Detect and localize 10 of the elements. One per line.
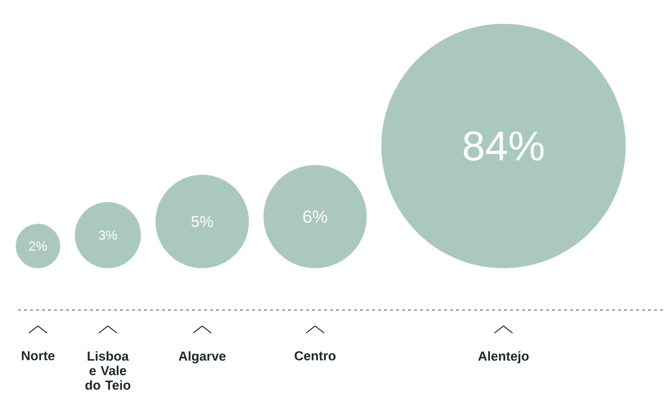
data-label: 6% bbox=[303, 210, 328, 223]
category-label: Norte bbox=[22, 351, 55, 360]
category-label: Algarve bbox=[178, 351, 226, 364]
data-label: 3% bbox=[98, 230, 117, 240]
data-label: 5% bbox=[191, 216, 214, 228]
category-label: Centro bbox=[294, 351, 336, 360]
category-label: Alentejo bbox=[478, 351, 529, 364]
data-label: 2% bbox=[29, 241, 47, 251]
category-label: Lisboa e Vale do Teio bbox=[85, 351, 130, 390]
data-label: 84% bbox=[464, 131, 544, 161]
